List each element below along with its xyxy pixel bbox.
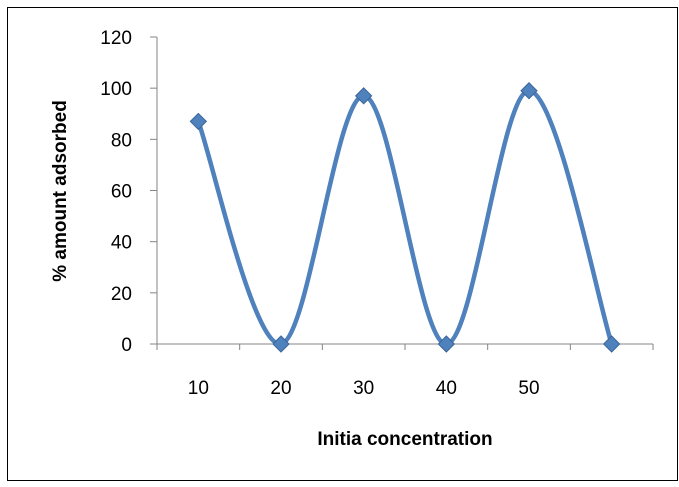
data-point-marker	[437, 335, 456, 353]
y-tick-label: 120	[100, 28, 132, 49]
data-point-marker	[354, 87, 373, 105]
y-tick-label: 100	[100, 79, 132, 100]
y-tick-label: 80	[111, 130, 132, 151]
data-point-marker	[189, 112, 208, 131]
series-markers	[189, 82, 621, 353]
x-tick-label: 20	[270, 378, 291, 399]
data-point-marker	[602, 335, 621, 353]
data-point-marker	[272, 335, 290, 353]
y-tick-label: 20	[111, 284, 132, 305]
x-axis-ticks: 10 20 30 40 50	[156, 344, 654, 399]
x-tick-label: 50	[518, 378, 539, 399]
y-tick-label: 60	[111, 182, 132, 203]
y-tick-label: 40	[111, 233, 132, 254]
x-tick-label: 10	[188, 378, 209, 399]
x-tick-label: 40	[436, 378, 457, 399]
y-tick-label: 0	[121, 335, 132, 356]
chart-border	[7, 7, 678, 481]
y-axis: 0 20 40 60 80 100 120	[100, 28, 158, 356]
y-axis-ticks: 0 20 40 60 80 100 120	[100, 28, 157, 356]
data-point-marker	[520, 82, 538, 100]
y-axis-title: % amount adsorbed	[50, 100, 71, 282]
x-axis-title: Initia concentration	[317, 429, 492, 450]
series-line	[196, 88, 614, 347]
x-tick-label: 30	[353, 378, 374, 399]
x-axis: 10 20 30 40 50	[156, 343, 654, 399]
